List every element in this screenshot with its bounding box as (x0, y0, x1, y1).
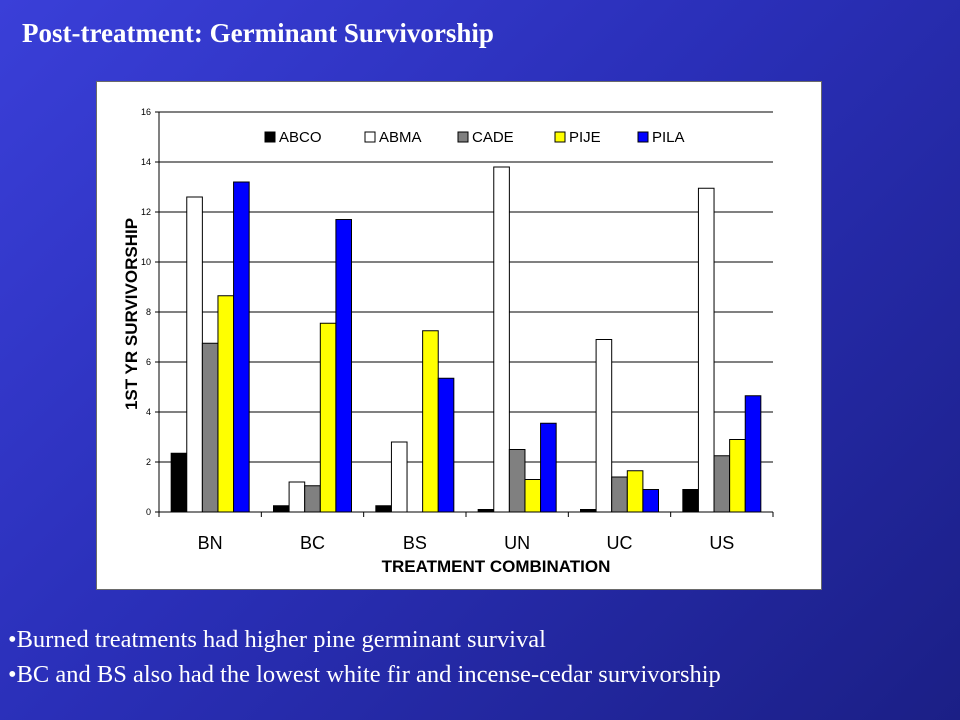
bar (304, 485, 321, 513)
bar (524, 479, 542, 513)
bar (273, 505, 290, 513)
bar (201, 342, 219, 513)
bar (508, 449, 526, 513)
bar (744, 395, 762, 513)
bar (626, 470, 644, 513)
legend-swatch (637, 131, 649, 143)
legend-swatch (457, 131, 469, 143)
bar (580, 509, 597, 513)
y-tick-label: 8 (146, 307, 151, 317)
y-tick-label: 14 (141, 157, 151, 167)
bar (729, 439, 746, 513)
y-tick-label: 12 (141, 207, 151, 217)
bar (595, 339, 613, 513)
bar (390, 441, 408, 513)
bar (713, 455, 731, 513)
bar-chart: 0 2 4 6 8 10 12 14 16 BN BC BS UN UC US ABCO ABMA CADE PIJ… (122, 107, 774, 576)
bar (375, 505, 392, 513)
y-tick-label: 16 (141, 107, 151, 117)
y-tick-label: 4 (146, 407, 151, 417)
bar (477, 509, 495, 513)
legend-label: PIJE (569, 129, 601, 146)
x-axis-title: TREATMENT COMBINATION (382, 557, 611, 576)
y-axis-title: 1ST YR SURVIVORSHIP (122, 218, 141, 410)
bar (288, 481, 306, 513)
slide-title: Post-treatment: Germinant Survivorship (22, 18, 494, 48)
x-tick-label: UN (504, 533, 530, 553)
legend-swatch (554, 131, 566, 143)
bar (493, 166, 510, 513)
bar (540, 422, 557, 513)
y-tick-label: 2 (146, 457, 151, 467)
legend-label: PILA (652, 129, 685, 146)
bar (217, 295, 235, 513)
x-tick-label: BS (403, 533, 427, 553)
legend-label: ABCO (279, 129, 322, 146)
bar (335, 219, 352, 513)
legend-swatch (364, 131, 376, 143)
legend-swatch (264, 131, 276, 143)
y-tick-label: 6 (146, 357, 151, 367)
bar (319, 322, 337, 513)
bar (233, 181, 250, 513)
bar (186, 196, 203, 513)
y-tick-label: 0 (146, 507, 151, 517)
y-tick-label: 10 (141, 257, 151, 267)
chart-panel: 0 2 4 6 8 10 12 14 16 BN BC BS UN UC US ABCO ABMA CADE PIJ… (96, 81, 822, 590)
legend-label: ABMA (379, 129, 422, 146)
x-tick-label: UC (607, 533, 633, 553)
x-tick-label: US (709, 533, 734, 553)
bar (437, 377, 455, 513)
bar (682, 489, 699, 513)
bar (611, 476, 628, 513)
x-tick-label: BN (198, 533, 223, 553)
bar (642, 489, 660, 513)
bullet-list: Burned treatments had higher pine germin… (8, 622, 721, 692)
bar (697, 187, 715, 513)
legend-label: CADE (472, 129, 514, 146)
x-tick-label: BC (300, 533, 325, 553)
bar (422, 330, 439, 513)
bullet-item-2: BC and BS also had the lowest white fir … (8, 657, 721, 692)
bar (170, 452, 188, 513)
bullet-item-1: Burned treatments had higher pine germin… (8, 622, 721, 657)
